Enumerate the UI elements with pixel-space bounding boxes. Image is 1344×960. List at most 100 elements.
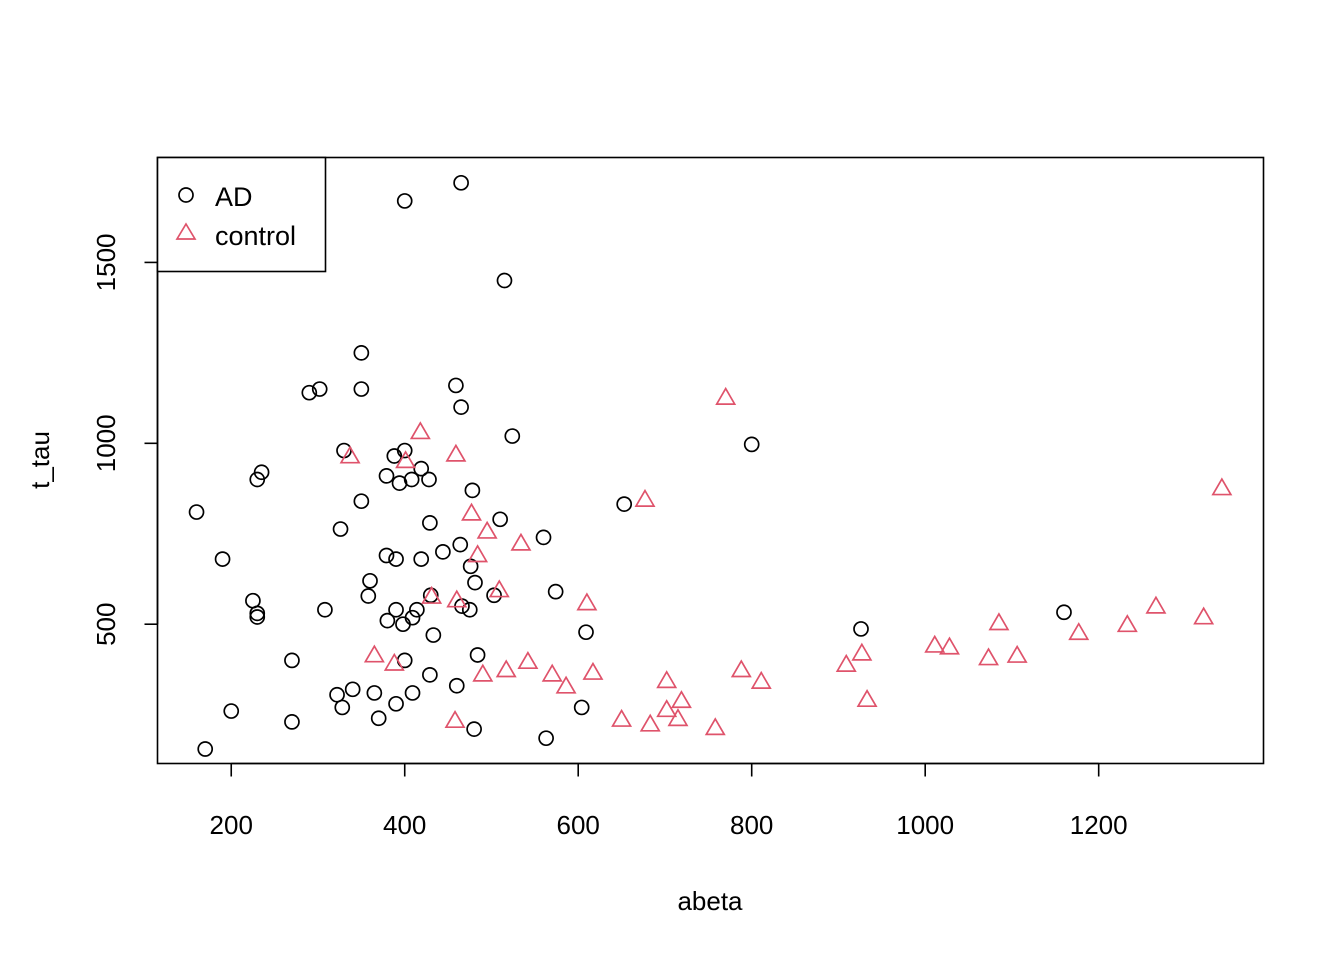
ad-point <box>422 515 438 531</box>
control-point <box>446 589 468 608</box>
control-point <box>467 544 489 563</box>
ad-point <box>311 381 328 397</box>
ad-point <box>284 652 300 669</box>
control-point <box>444 709 466 729</box>
control-point <box>704 717 726 736</box>
ad-point <box>409 601 425 618</box>
ad-point <box>404 609 421 626</box>
ad-point <box>395 616 411 633</box>
control-point <box>851 642 873 661</box>
control-point <box>409 421 431 440</box>
ad-point <box>467 574 483 591</box>
control-point <box>1068 622 1090 641</box>
control-point <box>634 488 656 507</box>
control-point <box>445 443 467 462</box>
control-point <box>383 652 405 671</box>
ad-point <box>197 741 214 757</box>
control-point <box>395 450 417 469</box>
ad-point <box>413 551 430 567</box>
ad-point <box>469 647 486 663</box>
control-point <box>1116 614 1138 633</box>
ad-point <box>1056 604 1072 621</box>
legend-control-marker-icon <box>175 222 197 240</box>
ad-point <box>403 471 420 488</box>
ad-point <box>284 714 300 730</box>
ad-point <box>496 272 513 289</box>
ad-point <box>378 547 395 564</box>
control-point <box>611 708 633 727</box>
ad-point <box>535 529 552 546</box>
x-tick-label: 800 <box>730 810 773 840</box>
control-point <box>639 713 661 732</box>
x-tick-label: 1200 <box>1070 810 1128 840</box>
ad-point <box>547 583 564 600</box>
ad-point <box>214 551 231 567</box>
legend-ad-marker-icon <box>178 187 194 203</box>
control-point <box>541 663 563 682</box>
control-point <box>670 690 692 709</box>
control-point <box>988 612 1010 631</box>
ad-point <box>379 612 396 629</box>
ad-point <box>388 551 404 567</box>
ad-point <box>362 572 378 589</box>
ad-point <box>413 460 430 477</box>
ad-point <box>743 436 760 453</box>
x-tick-label: 200 <box>210 810 253 840</box>
ad-point <box>422 667 438 683</box>
control-point <box>924 634 946 653</box>
control-point <box>472 663 494 682</box>
ad-point <box>453 399 469 415</box>
ad-point <box>404 685 421 701</box>
ad-point <box>492 511 508 528</box>
ad-point <box>538 730 554 747</box>
ad-point <box>301 384 318 401</box>
ad-point <box>188 504 205 520</box>
y-axis-label: t_tau <box>25 431 55 489</box>
ad-point <box>388 695 404 712</box>
control-point <box>715 386 737 405</box>
ad-point <box>461 601 478 618</box>
control-point <box>835 653 857 672</box>
ad-point <box>353 345 370 361</box>
ad-point <box>366 685 383 701</box>
ad-point <box>249 609 266 625</box>
control-point <box>363 644 385 663</box>
x-axis-label: abeta <box>677 886 743 916</box>
control-point <box>421 585 443 604</box>
control-point <box>1145 595 1167 614</box>
ad-point <box>223 703 240 719</box>
control-point <box>856 688 878 708</box>
ad-point <box>452 536 469 553</box>
control-point <box>656 699 678 718</box>
ad-point <box>253 464 270 481</box>
control-point <box>582 661 604 680</box>
ad-point <box>378 468 395 484</box>
data-points <box>188 174 1233 757</box>
ad-point <box>486 587 502 604</box>
ad-point <box>578 624 594 641</box>
x-tick-label: 400 <box>383 810 426 840</box>
control-point <box>576 592 598 611</box>
control-point <box>978 647 999 666</box>
ad-point <box>317 601 333 618</box>
control-point <box>495 659 517 678</box>
ad-point <box>396 442 413 459</box>
control-point <box>517 651 539 670</box>
ad-point <box>334 699 351 716</box>
legend: AD control <box>156 156 327 273</box>
control-point <box>1211 477 1233 496</box>
control-point <box>555 675 577 694</box>
y-axis: 500 1000 1500 <box>91 233 159 646</box>
ad-point <box>396 193 413 209</box>
control-point <box>730 659 752 678</box>
control-point <box>750 670 772 689</box>
ad-point <box>853 621 869 637</box>
control-point <box>656 670 678 689</box>
control-point <box>667 708 689 727</box>
control-point <box>461 502 482 521</box>
ad-point <box>504 428 521 444</box>
legend-box <box>156 156 327 273</box>
ad-point <box>344 681 361 698</box>
control-point <box>488 579 510 598</box>
